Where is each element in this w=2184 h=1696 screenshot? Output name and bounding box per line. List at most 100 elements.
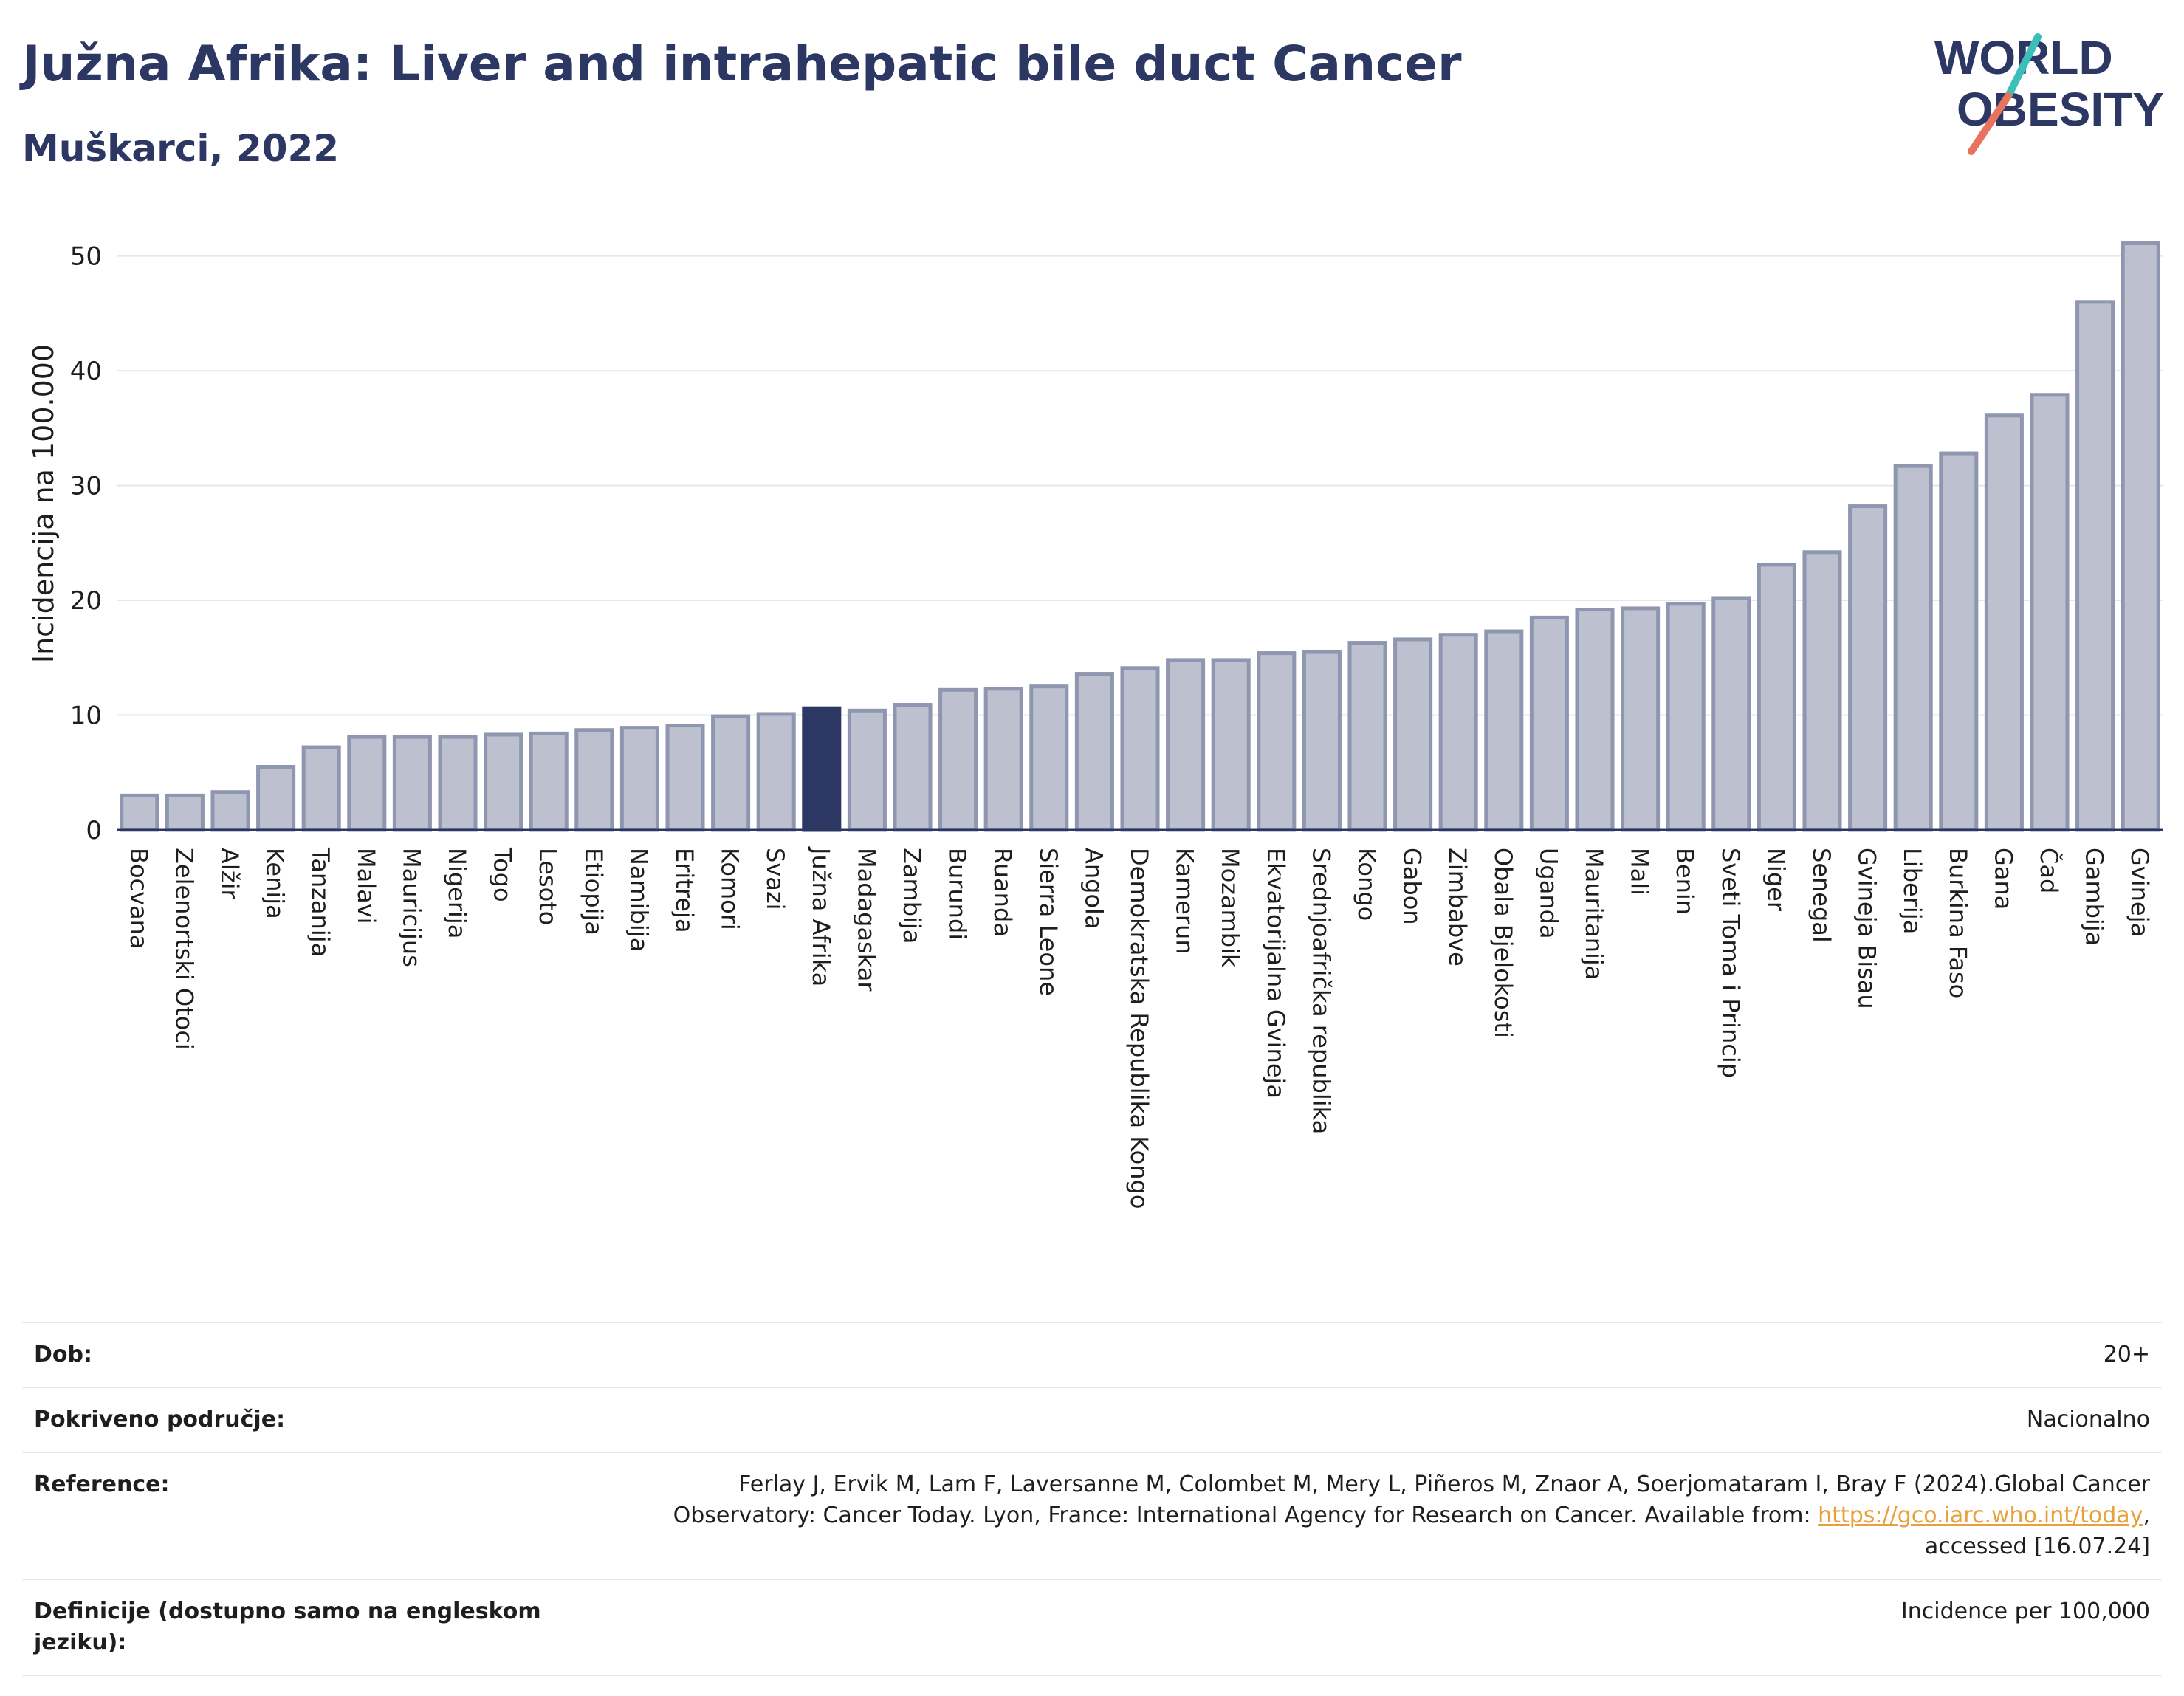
bar	[210, 790, 250, 832]
x-tick-label: Južna Afrika	[807, 846, 835, 986]
x-tick-label: Eritreja	[670, 848, 698, 933]
bar	[256, 764, 296, 832]
bar	[120, 793, 159, 832]
x-tick-label: Čad	[2035, 848, 2064, 893]
bar	[1484, 629, 1524, 832]
x-tick-label: Etiopija	[580, 848, 608, 935]
x-tick-label: Gabon	[1398, 848, 1426, 925]
x-tick-label: Mali	[1626, 848, 1654, 896]
bar	[1757, 563, 1796, 832]
x-tick-label: Sierra Leone	[1034, 848, 1062, 996]
info-key-definitions: Definicije (dostupno samo na engleskom j…	[22, 1579, 592, 1676]
x-tick-labels: Bocvana Zelenortski Otoci Alžir Kenija Tanza…	[125, 846, 2154, 1209]
info-value-age: 20+	[592, 1322, 2162, 1387]
x-tick-label: Namibija	[625, 848, 653, 952]
info-value-definitions: Incidence per 100,000	[592, 1579, 2162, 1676]
x-tick-label: Senegal	[1807, 848, 1836, 943]
x-tick-label: Mauritanija	[1580, 848, 1608, 980]
bar	[1211, 658, 1251, 832]
x-tick-label: Obala Bjelokosti	[1489, 848, 1517, 1038]
x-tick-label: Srednjoafrička republika	[1307, 848, 1335, 1134]
x-tick-label: Kenija	[261, 848, 289, 919]
y-tick-label: 40	[70, 357, 102, 386]
bar	[1893, 464, 1933, 832]
bar	[2030, 393, 2070, 832]
x-tick-label: Mauricijus	[397, 848, 425, 967]
x-tick-label: Kongo	[1353, 848, 1381, 921]
x-tick-label: Niger	[1762, 848, 1790, 912]
bar	[1939, 451, 1979, 832]
bar	[1711, 596, 1751, 832]
y-tick-label: 30	[70, 472, 102, 501]
x-tick-label: Gvineja	[2126, 848, 2154, 937]
logo-slash-bottom	[1968, 92, 2012, 155]
x-tick-label: Ekvatorijalna Gvineja	[1262, 848, 1290, 1099]
x-tick-label: Sveti Toma i Princip	[1717, 848, 1745, 1078]
x-tick-label: Tanzanija	[306, 847, 334, 957]
info-key-age: Dob:	[22, 1322, 592, 1387]
logo-slash-top	[2005, 33, 2042, 100]
bar	[1074, 672, 1114, 832]
y-tick-label: 50	[70, 242, 102, 272]
bar	[1120, 666, 1160, 832]
x-tick-label: Liberija	[1898, 848, 1926, 934]
bar	[1529, 615, 1569, 832]
y-tick-label: 10	[70, 701, 102, 731]
bar	[2075, 300, 2115, 832]
info-row-reference: Reference: Ferlay J, Ervik M, Lam F, Lav…	[22, 1452, 2162, 1579]
x-tick-label: Ruanda	[989, 848, 1017, 937]
bar	[1393, 637, 1433, 832]
bar	[438, 735, 478, 832]
x-tick-label: Zimbabve	[1443, 848, 1472, 967]
chart-subtitle: Muškarci, 2022	[22, 127, 340, 170]
bar	[983, 687, 1023, 832]
x-tick-label: Angola	[1079, 848, 1108, 930]
bar	[665, 724, 705, 832]
x-tick-label: Benin	[1671, 848, 1699, 915]
bar	[392, 735, 432, 832]
bar	[847, 708, 887, 832]
x-tick-label: Gvineja Bisau	[1853, 848, 1881, 1009]
world-obesity-logo: WORLD OBESITY	[1934, 31, 2164, 155]
bar	[1848, 504, 1888, 832]
x-tick-label: Madagaskar	[852, 848, 880, 992]
bar	[1302, 650, 1342, 832]
info-value-coverage: Nacionalno	[592, 1387, 2162, 1452]
bar	[893, 703, 933, 832]
bar	[756, 712, 796, 832]
bar	[1029, 684, 1069, 832]
x-tick-label: Uganda	[1534, 848, 1562, 939]
bar	[347, 735, 387, 832]
bar	[484, 732, 523, 832]
bar-highlighted	[802, 706, 842, 832]
bar	[619, 726, 659, 832]
reference-link[interactable]: https://gco.iarc.who.int/today	[1818, 1503, 2143, 1528]
reference-accessed: , accessed [16.07.24]	[1924, 1503, 2150, 1559]
y-tick-label: 20	[70, 586, 102, 616]
info-row-age: Dob: 20+	[22, 1322, 2162, 1387]
x-tick-label: Gana	[1989, 848, 2017, 910]
x-tick-label: Zambija	[898, 848, 926, 944]
x-tick-label: Bocvana	[125, 848, 153, 950]
bar	[938, 687, 978, 832]
x-tick-label: Mozambik	[1216, 848, 1244, 968]
bar	[1347, 641, 1387, 832]
bar	[1802, 550, 1842, 832]
x-tick-label: Malavi	[352, 848, 380, 924]
bars	[120, 241, 2160, 832]
bar	[2121, 241, 2160, 832]
bar	[1438, 633, 1478, 832]
x-tick-label: Lesoto	[534, 848, 562, 925]
y-tick-label: 0	[86, 816, 102, 845]
info-table: Dob: 20+ Pokriveno područje: Nacionalno …	[22, 1322, 2162, 1676]
bar	[1575, 607, 1615, 832]
info-key-reference: Reference:	[22, 1452, 592, 1579]
x-tick-label: Kamerun	[1171, 848, 1199, 955]
x-tick-label: Gambija	[2081, 848, 2109, 946]
x-tick-label: Togo	[489, 847, 517, 902]
bar	[301, 745, 341, 832]
y-axis-label: Incidencija na 100.000	[27, 344, 60, 663]
bar-chart: 0 10 20 30 40 50 Bocvana Zelenortski Otoci Alži…	[27, 241, 2163, 1209]
bar	[1984, 413, 2024, 832]
x-tick-label: Svazi	[761, 848, 789, 910]
